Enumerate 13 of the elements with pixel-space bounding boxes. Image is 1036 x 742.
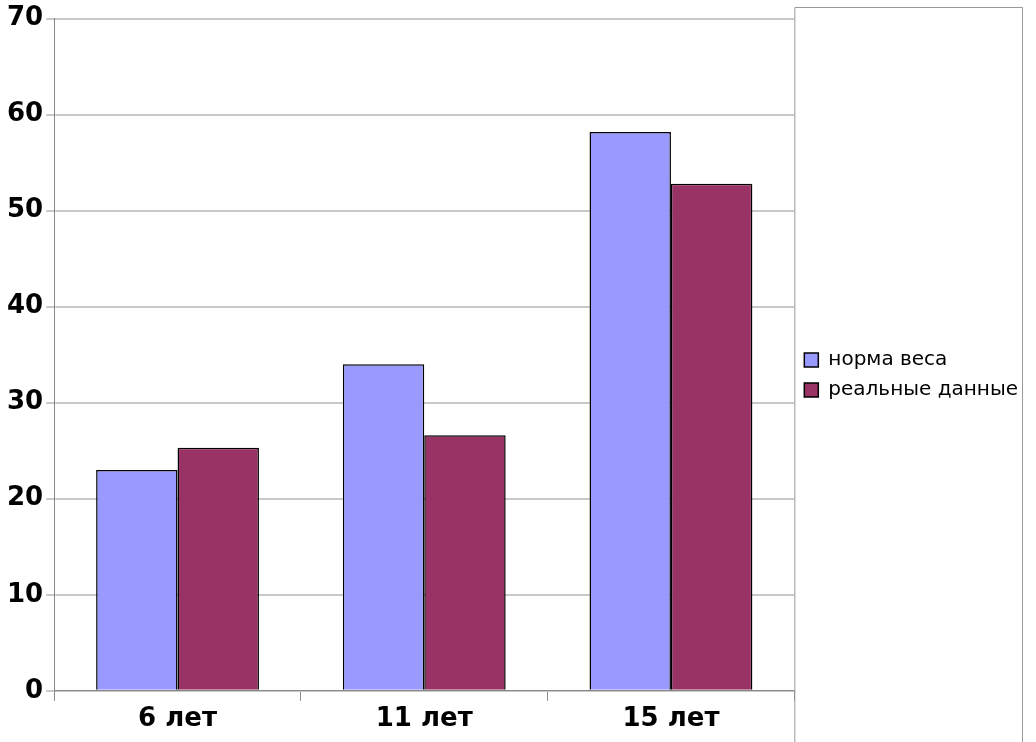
y-tick-label: 60 [6, 97, 44, 128]
legend-label: норма веса [828, 346, 948, 371]
x-tick-label: 15 лет [622, 702, 720, 733]
x-tick-label: 6 лет [138, 702, 217, 733]
legend-label: реальные данные [828, 376, 1018, 401]
y-tick-label: 0 [25, 673, 44, 704]
y-tick-label: 70 [6, 1, 44, 32]
x-tick-label: 11 лет [375, 702, 473, 733]
y-tick-label: 20 [6, 481, 44, 512]
y-tick-label: 40 [6, 289, 44, 320]
y-tick-label: 50 [6, 193, 44, 224]
y-tick-label: 30 [6, 385, 44, 416]
y-tick-label: 10 [6, 577, 44, 608]
